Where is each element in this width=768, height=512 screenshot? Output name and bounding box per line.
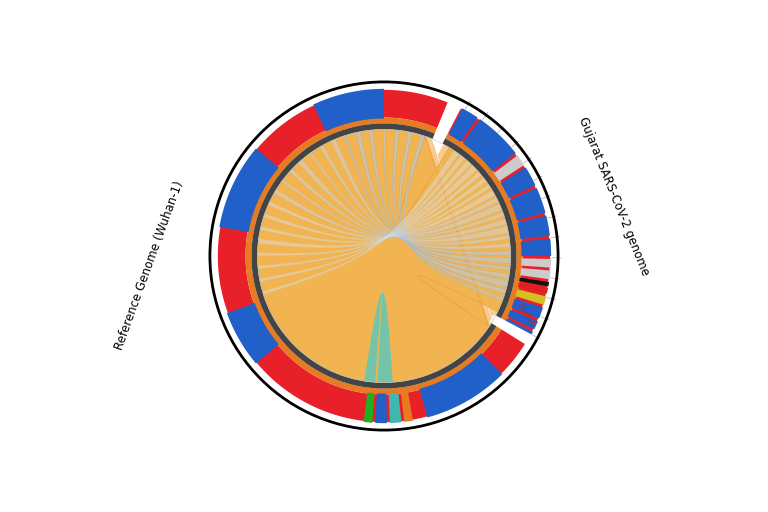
Polygon shape	[290, 169, 504, 238]
Text: Reference Genome (Wuhan-1): Reference Genome (Wuhan-1)	[113, 180, 186, 352]
Polygon shape	[246, 118, 504, 394]
Polygon shape	[260, 178, 486, 243]
Polygon shape	[449, 109, 478, 142]
Polygon shape	[444, 133, 522, 325]
Polygon shape	[263, 184, 491, 240]
Polygon shape	[356, 132, 511, 264]
Polygon shape	[364, 292, 392, 382]
Polygon shape	[282, 180, 502, 237]
Text: Gujarat SARS-CoV-2 genome: Gujarat SARS-CoV-2 genome	[576, 116, 651, 278]
Polygon shape	[518, 282, 548, 293]
Polygon shape	[389, 393, 402, 423]
Polygon shape	[442, 138, 517, 322]
Polygon shape	[447, 108, 550, 339]
Polygon shape	[399, 132, 506, 294]
Polygon shape	[519, 278, 549, 286]
Polygon shape	[404, 135, 504, 301]
Polygon shape	[227, 303, 279, 364]
Polygon shape	[260, 156, 465, 282]
Polygon shape	[463, 119, 516, 172]
Polygon shape	[310, 153, 508, 242]
Polygon shape	[419, 353, 502, 417]
Polygon shape	[515, 289, 546, 305]
Polygon shape	[510, 188, 545, 220]
Polygon shape	[518, 216, 550, 239]
Polygon shape	[220, 148, 279, 232]
Polygon shape	[505, 318, 533, 337]
Polygon shape	[508, 310, 538, 329]
Polygon shape	[345, 135, 511, 255]
Polygon shape	[257, 130, 511, 382]
Polygon shape	[263, 151, 458, 294]
Polygon shape	[258, 160, 471, 269]
Polygon shape	[401, 391, 413, 422]
Polygon shape	[331, 139, 510, 249]
Polygon shape	[511, 298, 543, 318]
Polygon shape	[376, 393, 387, 423]
Polygon shape	[363, 393, 375, 423]
Polygon shape	[501, 167, 535, 198]
Polygon shape	[251, 123, 498, 389]
Polygon shape	[258, 172, 482, 248]
Polygon shape	[218, 90, 528, 422]
Polygon shape	[274, 189, 498, 237]
Polygon shape	[521, 239, 551, 256]
Polygon shape	[369, 130, 510, 270]
Polygon shape	[392, 130, 508, 288]
Polygon shape	[494, 156, 525, 181]
Polygon shape	[320, 145, 509, 245]
Polygon shape	[257, 130, 511, 382]
Polygon shape	[268, 190, 495, 238]
Polygon shape	[490, 314, 532, 345]
Polygon shape	[383, 130, 509, 279]
Polygon shape	[257, 165, 477, 255]
Text: ORF1ab: ORF1ab	[516, 303, 537, 328]
Polygon shape	[432, 101, 462, 145]
Polygon shape	[520, 268, 551, 279]
Polygon shape	[298, 160, 507, 240]
Polygon shape	[313, 89, 384, 132]
Polygon shape	[521, 259, 551, 268]
